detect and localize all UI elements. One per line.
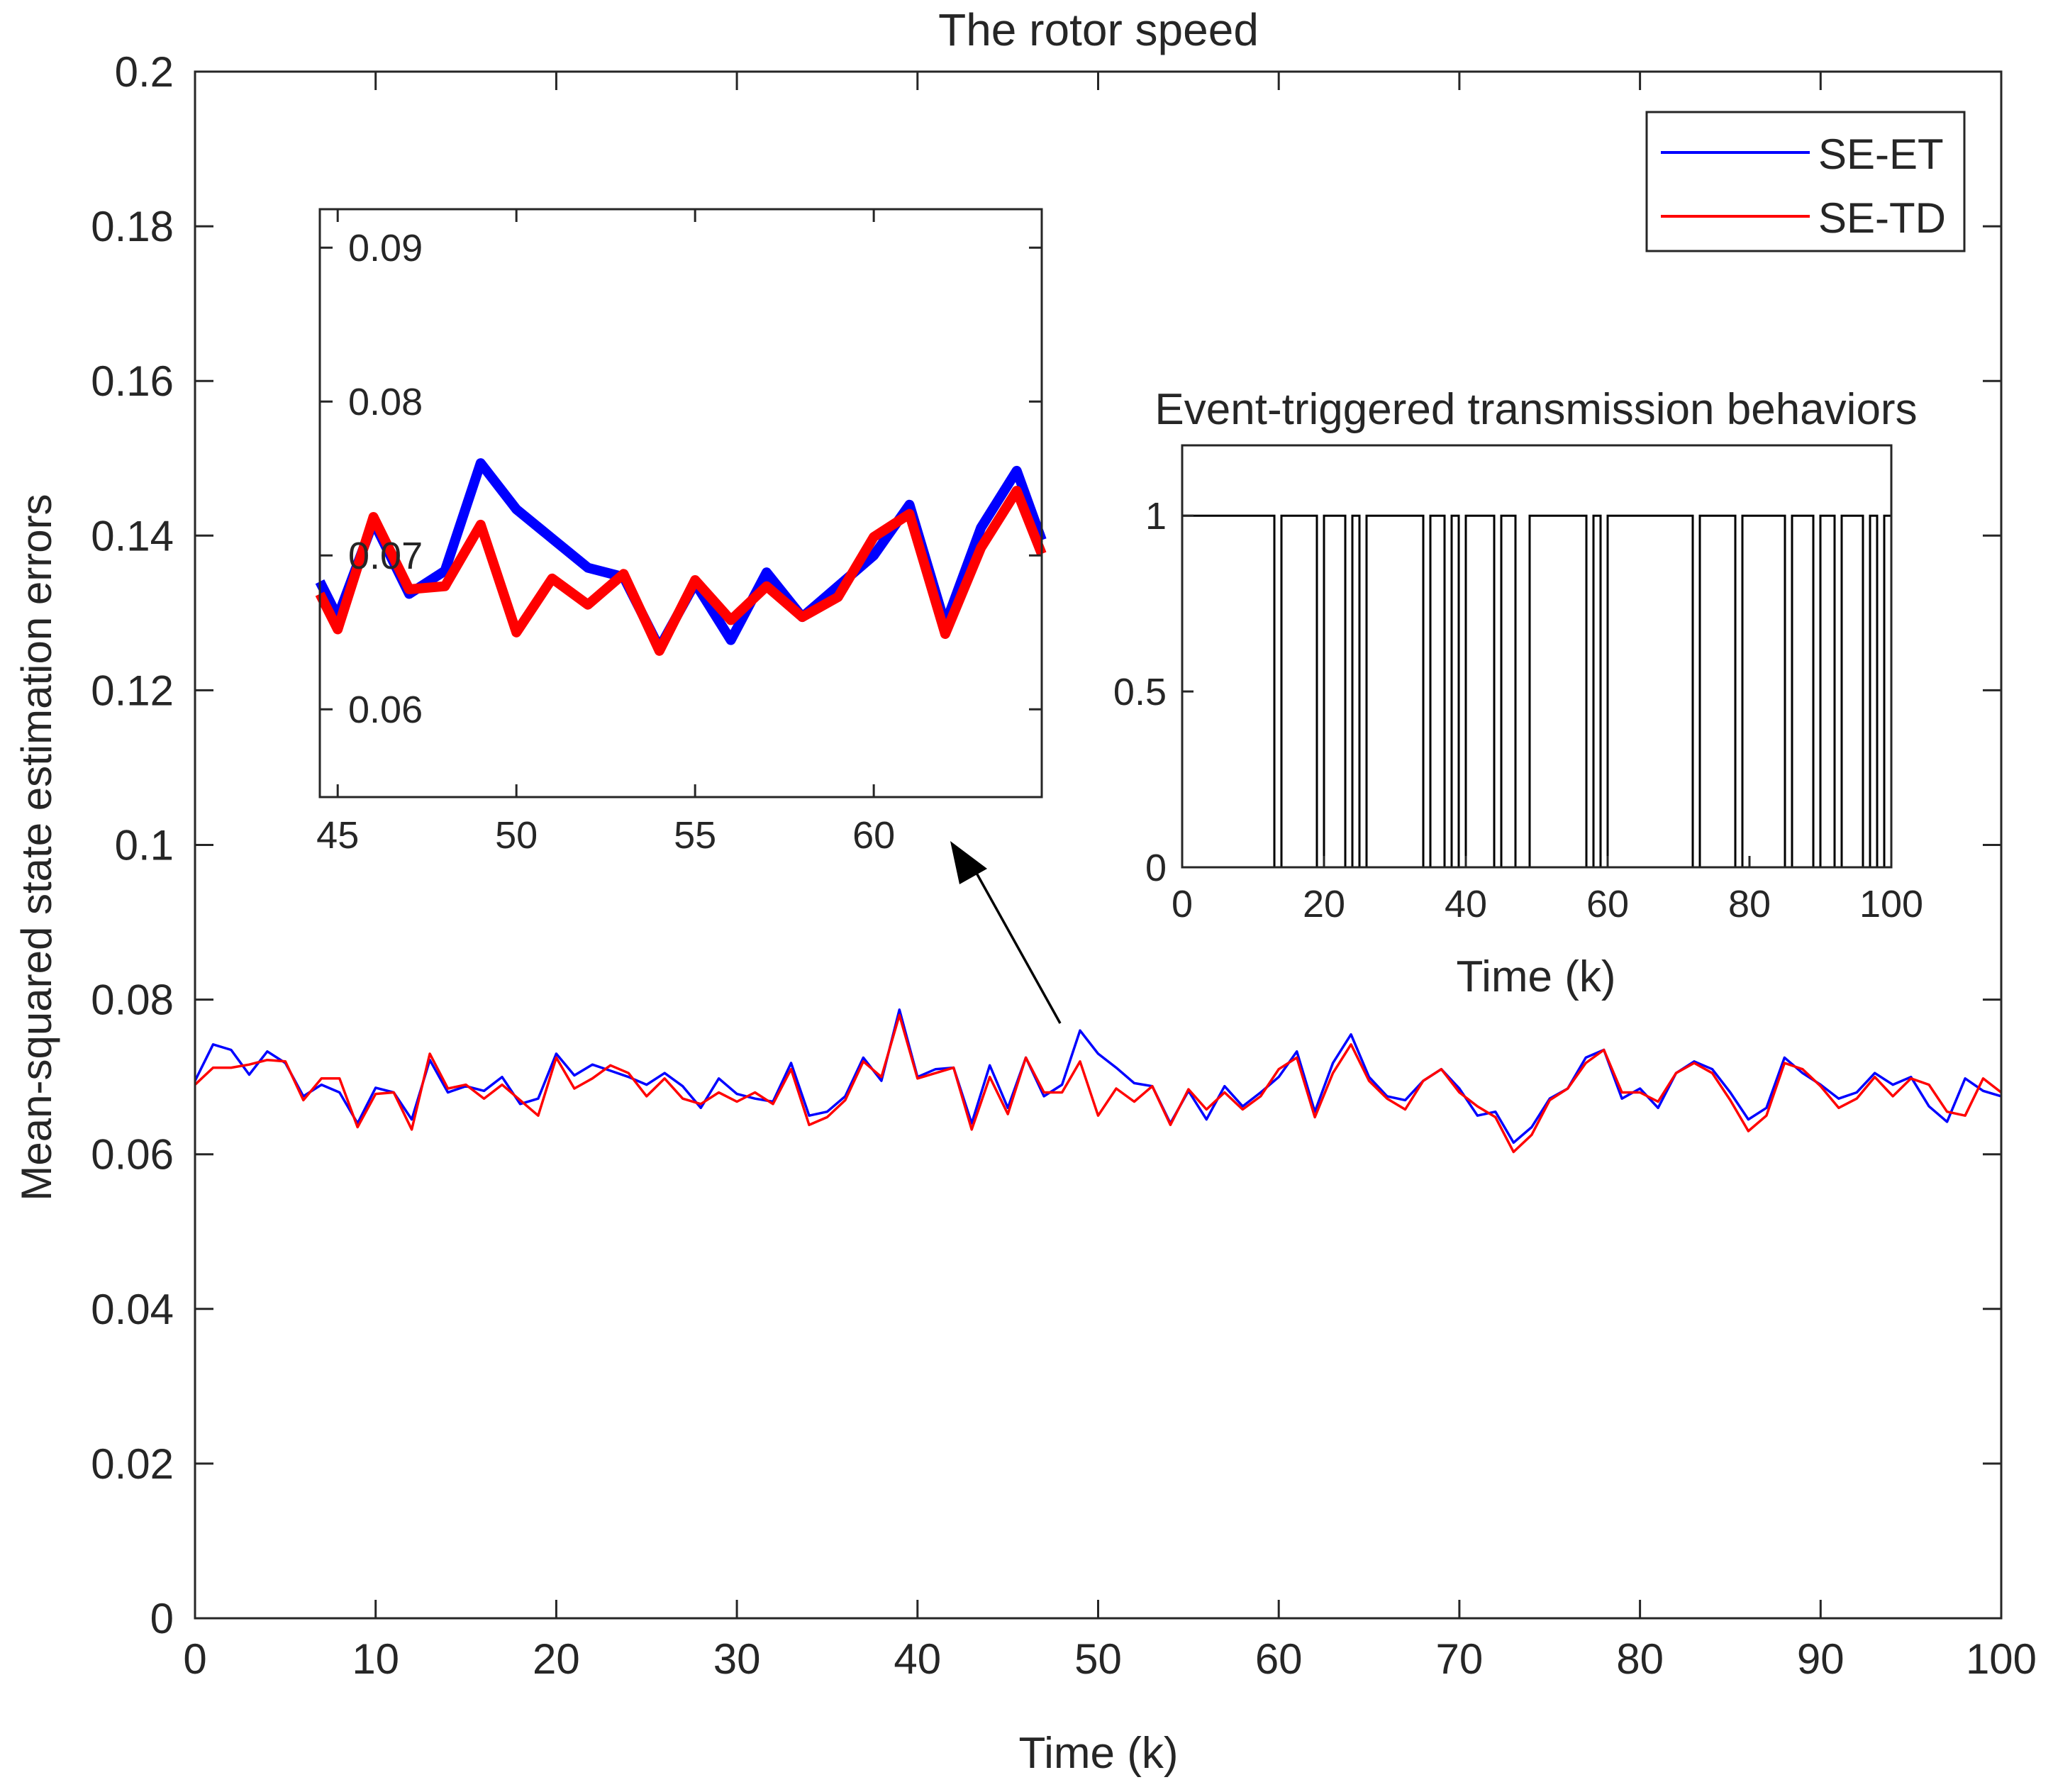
x-tick-label: 60 bbox=[1586, 883, 1629, 925]
y-tick-label: 1 bbox=[1145, 495, 1167, 538]
x-tick-label: 55 bbox=[674, 814, 716, 857]
x-tick-label: 80 bbox=[1728, 883, 1771, 925]
y-tick-label: 0.1 bbox=[115, 822, 174, 869]
x-tick-label: 0 bbox=[1172, 883, 1193, 925]
main-x-axis: 0 10 20 30 40 50 60 70 80 90 100 bbox=[183, 72, 2037, 1683]
event-inset: Event-triggered transmission behaviors 0… bbox=[1113, 385, 1923, 1001]
main-series-line-se-et bbox=[194, 1008, 2002, 1145]
zoom-series-line-se-td bbox=[315, 486, 1047, 656]
zoom-inset: 0.06 0.07 0.08 0.09 45 50 55 60 bbox=[315, 208, 1047, 857]
x-tick-label: 90 bbox=[1797, 1635, 1845, 1683]
zoom-y-axis: 0.06 0.07 0.08 0.09 bbox=[320, 227, 1042, 731]
y-tick-label: 0.14 bbox=[91, 512, 174, 560]
zoom-plot-frame bbox=[318, 208, 1043, 798]
x-tick-label: 100 bbox=[1966, 1635, 2037, 1683]
event-x-axis: 0 20 40 60 80 100 bbox=[1172, 856, 1923, 925]
legend-label-se-et: SE-ET bbox=[1818, 130, 1944, 178]
y-tick-label: 0.12 bbox=[91, 667, 174, 714]
event-plot-frame bbox=[1181, 444, 1893, 869]
x-tick-label: 80 bbox=[1616, 1635, 1664, 1683]
x-tick-label: 20 bbox=[1303, 883, 1345, 925]
y-tick-label: 0.5 bbox=[1113, 671, 1167, 713]
x-tick-label: 20 bbox=[533, 1635, 580, 1683]
y-tick-label: 0.06 bbox=[348, 689, 423, 731]
legend-label-se-td: SE-TD bbox=[1818, 194, 1946, 242]
zoom-x-axis: 45 50 55 60 bbox=[316, 209, 895, 857]
y-tick-label: 0.04 bbox=[91, 1286, 174, 1333]
event-x-axis-label: Time (k) bbox=[1457, 952, 1616, 1001]
y-tick-label: 0.16 bbox=[91, 357, 174, 405]
main-chart: The rotor speed 0 0.02 0.04 0.06 0.08 0.1 0.12… bbox=[13, 4, 2037, 1778]
zoom-arrow bbox=[950, 841, 1062, 1024]
x-tick-label: 10 bbox=[352, 1635, 399, 1683]
zoom-inset-series bbox=[315, 458, 1047, 656]
zoom-inset-background bbox=[320, 209, 1042, 797]
x-tick-label: 30 bbox=[713, 1635, 761, 1683]
x-tick-label: 0 bbox=[183, 1635, 206, 1683]
x-tick-label: 40 bbox=[1445, 883, 1487, 925]
x-tick-label: 40 bbox=[894, 1635, 941, 1683]
event-inset-series bbox=[1182, 514, 1891, 869]
y-tick-label: 0 bbox=[1145, 847, 1167, 889]
y-tick-label: 0.07 bbox=[348, 535, 423, 577]
y-tick-label: 0.08 bbox=[91, 976, 174, 1024]
main-plot-frame bbox=[194, 70, 2003, 1620]
event-series-line bbox=[1182, 514, 1891, 869]
y-tick-label: 0.02 bbox=[91, 1440, 174, 1488]
x-tick-label: 50 bbox=[495, 814, 538, 857]
y-tick-label: 0 bbox=[150, 1595, 174, 1642]
y-tick-label: 0.09 bbox=[348, 227, 423, 269]
y-tick-label: 0.2 bbox=[115, 48, 174, 96]
x-tick-label: 60 bbox=[1255, 1635, 1303, 1683]
x-tick-label: 100 bbox=[1859, 883, 1923, 925]
y-tick-label: 0.06 bbox=[91, 1131, 174, 1179]
main-chart-series bbox=[194, 1008, 2003, 1154]
y-tick-label: 0.18 bbox=[91, 203, 174, 250]
event-y-axis: 00.51 bbox=[1113, 495, 1194, 889]
main-x-axis-label: Time (k) bbox=[1019, 1729, 1179, 1778]
y-tick-label: 0.08 bbox=[348, 381, 423, 423]
main-y-axis-label: Mean-squared state estimation errors bbox=[13, 494, 60, 1201]
zoom-arrow-head bbox=[950, 841, 987, 884]
event-inset-title: Event-triggered transmission behaviors bbox=[1155, 385, 1917, 434]
main-chart-title: The rotor speed bbox=[938, 4, 1259, 55]
legend-box bbox=[1645, 111, 1966, 252]
x-tick-label: 70 bbox=[1436, 1635, 1484, 1683]
main-y-axis: 0 0.02 0.04 0.06 0.08 0.1 0.12 0.14 0.16 0.18 0.2 bbox=[91, 48, 2001, 1642]
main-series-line-se-td bbox=[194, 1013, 2003, 1154]
zoom-arrow-shaft bbox=[969, 861, 1062, 1024]
x-tick-label: 45 bbox=[316, 814, 359, 857]
x-tick-label: 50 bbox=[1074, 1635, 1122, 1683]
legend: SE-ET SE-TD bbox=[1645, 111, 1966, 252]
x-tick-label: 60 bbox=[852, 814, 895, 857]
